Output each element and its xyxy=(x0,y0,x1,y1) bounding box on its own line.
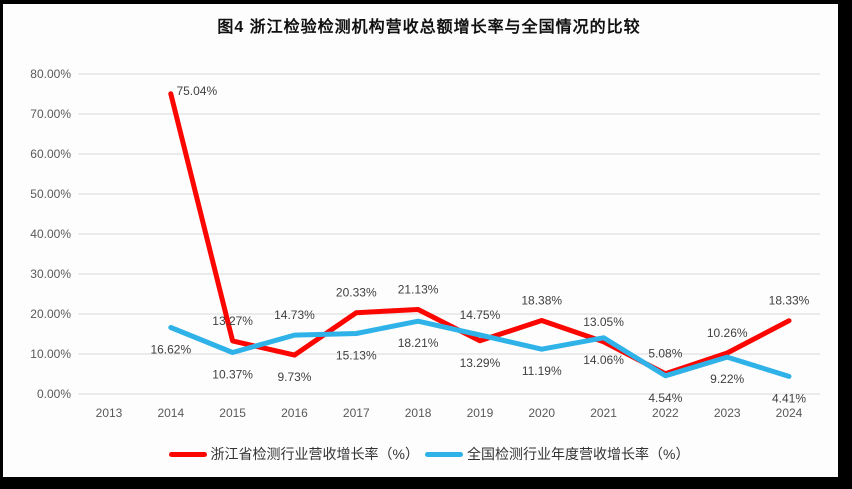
data-label-zhejiang-2017: 20.33% xyxy=(336,286,377,300)
legend-label-national: 全国检测行业年度营收增长率（%） xyxy=(467,446,690,462)
data-label-national-2017: 15.13% xyxy=(336,348,377,362)
data-label-national-2023: 9.22% xyxy=(710,372,744,386)
y-axis-tick-label: 60.00% xyxy=(30,147,71,161)
plot-area: 0.00% 10.00% 20.00% 30.00% 40.00% 50.00% 60.00… xyxy=(30,67,820,420)
data-label-national-2024: 4.41% xyxy=(772,391,806,405)
data-label-zhejiang-2016: 9.73% xyxy=(277,370,311,384)
chart-canvas: 图4 浙江检验检测机构营收总额增长率与全国情况的比较 0.00% 10.00% 20… xyxy=(3,4,838,477)
data-label-zhejiang-2024: 18.33% xyxy=(769,294,810,308)
x-axis-tick-label: 2019 xyxy=(467,406,494,420)
x-axis-tick-label: 2018 xyxy=(405,406,432,420)
data-label-national-2016: 14.73% xyxy=(274,308,315,322)
y-axis-tick-label: 0.00% xyxy=(37,387,71,401)
y-axis-tick-label: 50.00% xyxy=(30,187,71,201)
series-line-national xyxy=(168,318,792,379)
x-axis-tick-label: 2021 xyxy=(590,406,617,420)
x-axis-tick-label: 2013 xyxy=(96,406,123,420)
x-axis-tick-label: 2014 xyxy=(157,406,184,420)
data-label-zhejiang-2022: 5.08% xyxy=(648,347,682,361)
data-label-national-2020: 11.19% xyxy=(522,364,562,378)
x-axis-tick-label: 2015 xyxy=(219,406,246,420)
data-label-zhejiang-2023: 10.26% xyxy=(707,326,748,340)
legend-line-swatch-blue xyxy=(425,451,463,457)
legend-label-zhejiang: 浙江省检测行业营收增长率（%） xyxy=(210,446,419,462)
data-label-national-2018: 18.21% xyxy=(398,336,439,350)
x-axis-tick-label: 2016 xyxy=(281,406,308,420)
data-label-zhejiang-2015: 13.27% xyxy=(212,314,253,328)
data-label-zhejiang-2021: 13.05% xyxy=(583,315,624,329)
x-axis-tick-label: 2024 xyxy=(776,406,803,420)
x-axis-tick-label: 2020 xyxy=(528,406,555,420)
x-axis-tick-label: 2017 xyxy=(343,406,370,420)
y-axis-tick-label: 80.00% xyxy=(30,67,71,81)
data-label-zhejiang-2020: 18.38% xyxy=(521,293,562,307)
data-label-national-2022: 4.54% xyxy=(648,391,682,405)
data-label-national-2021: 14.06% xyxy=(583,353,624,367)
y-axis-tick-label: 10.00% xyxy=(30,347,71,361)
y-axis-tick-label: 40.00% xyxy=(30,227,71,241)
data-label-national-2019: 14.75% xyxy=(460,308,501,322)
data-label-zhejiang-2019: 13.29% xyxy=(460,356,501,370)
series-line-zhejiang xyxy=(168,91,792,377)
data-label-national-2015: 10.37% xyxy=(212,368,253,382)
data-label-zhejiang-2014: 75.04% xyxy=(176,84,217,98)
data-label-zhejiang-2018: 21.13% xyxy=(398,282,439,296)
data-label-national-2014: 16.62% xyxy=(150,343,191,357)
chart-title: 图4 浙江检验检测机构营收总额增长率与全国情况的比较 xyxy=(217,19,641,36)
legend-line-swatch-red xyxy=(168,451,207,457)
y-axis-tick-label: 30.00% xyxy=(30,267,71,281)
y-axis-tick-label: 20.00% xyxy=(30,307,71,321)
x-axis-tick-label: 2023 xyxy=(714,406,741,420)
y-axis-tick-label: 70.00% xyxy=(30,107,71,121)
legend-item-zhejiang: 浙江省检测行业营收增长率（%） xyxy=(168,444,419,464)
legend-item-national: 全国检测行业年度营收增长率（%） xyxy=(425,444,689,464)
x-axis-tick-label: 2022 xyxy=(652,406,679,420)
chart-legend: 浙江省检测行业营收增长率（%） 全国检测行业年度营收增长率（%） xyxy=(3,444,852,464)
